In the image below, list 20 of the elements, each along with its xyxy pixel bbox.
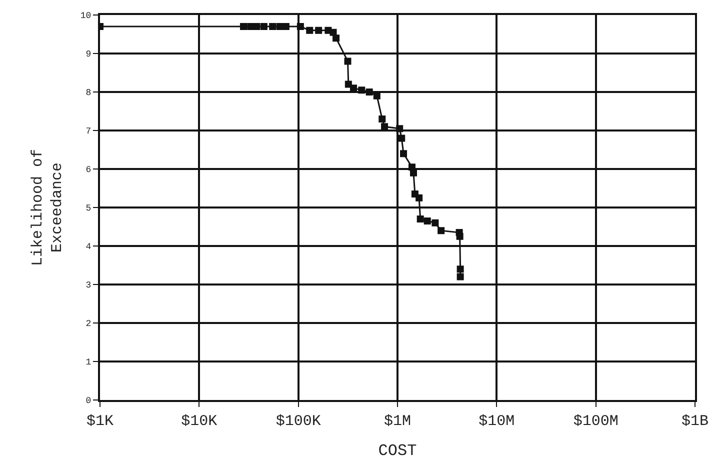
- y-tick-label: 3: [86, 280, 92, 291]
- y-tick-label: 4: [86, 242, 92, 252]
- y-tick-label: 0: [86, 396, 92, 406]
- y-tick-label: 10: [80, 11, 92, 22]
- x-tick-label: $10M: [478, 413, 515, 430]
- y-axis-title: Likelihood of Exceedance: [30, 148, 66, 266]
- x-axis-title: COST: [378, 442, 417, 460]
- x-tick-label: $1K: [86, 413, 114, 430]
- y-tick-label: 8: [86, 88, 92, 98]
- y-tick-label: 2: [86, 319, 92, 330]
- y-tick-label: 5: [86, 204, 92, 214]
- x-tick-label: $1B: [681, 413, 709, 430]
- y-tick-label: 1: [86, 358, 92, 368]
- x-tick-label: $10K: [181, 413, 218, 430]
- y-tick-label: 7: [86, 126, 92, 137]
- x-tick-label: $100K: [276, 413, 321, 430]
- y-tick-label: 9: [86, 50, 92, 60]
- y-tick-label: 6: [86, 165, 92, 176]
- x-tick-label: $1M: [384, 413, 412, 430]
- x-tick-label: $100M: [573, 413, 618, 430]
